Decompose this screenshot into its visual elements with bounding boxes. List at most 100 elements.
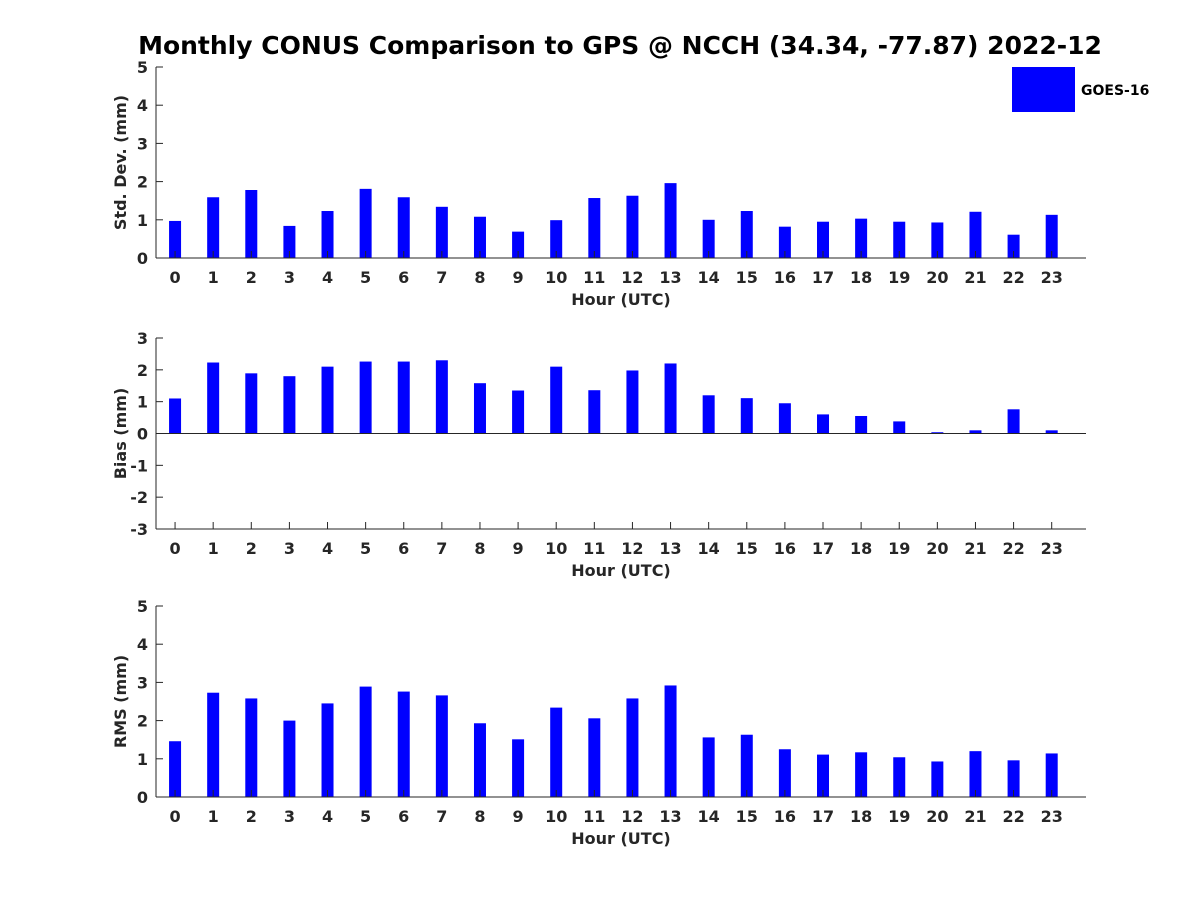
bar bbox=[1045, 430, 1058, 434]
x-tick-label: 12 bbox=[621, 807, 643, 826]
bar bbox=[740, 211, 753, 258]
x-tick-label: 6 bbox=[398, 539, 409, 558]
x-tick-label: 23 bbox=[1041, 268, 1063, 287]
legend-label: GOES-16 bbox=[1081, 83, 1149, 99]
y-tick-label: 5 bbox=[137, 597, 148, 616]
bar bbox=[321, 703, 334, 797]
bar bbox=[169, 220, 182, 258]
y-tick-label: 4 bbox=[137, 635, 148, 654]
x-tick-label: 20 bbox=[926, 539, 948, 558]
x-axis-label: Hour (UTC) bbox=[571, 561, 671, 580]
bar bbox=[893, 421, 906, 434]
y-tick-label: -1 bbox=[130, 456, 148, 475]
x-tick-label: 6 bbox=[398, 268, 409, 287]
x-tick-label: 15 bbox=[736, 807, 758, 826]
bar bbox=[245, 373, 258, 434]
bar bbox=[397, 197, 410, 258]
x-tick-label: 7 bbox=[436, 268, 447, 287]
x-tick-label: 22 bbox=[1002, 807, 1024, 826]
bar bbox=[512, 739, 525, 797]
bar bbox=[1045, 753, 1058, 797]
x-tick-label: 11 bbox=[583, 268, 605, 287]
bar bbox=[435, 695, 448, 797]
x-tick-label: 11 bbox=[583, 539, 605, 558]
x-tick-label: 14 bbox=[698, 807, 720, 826]
bar bbox=[778, 403, 791, 434]
bar bbox=[359, 361, 372, 434]
x-tick-label: 7 bbox=[436, 807, 447, 826]
x-tick-label: 11 bbox=[583, 807, 605, 826]
x-tick-label: 1 bbox=[208, 268, 219, 287]
x-tick-label: 4 bbox=[322, 807, 333, 826]
bar bbox=[855, 218, 868, 258]
x-tick-label: 13 bbox=[659, 268, 681, 287]
y-axis-label: RMS (mm) bbox=[111, 655, 130, 748]
bar bbox=[664, 685, 677, 797]
bar bbox=[931, 761, 944, 797]
bar bbox=[893, 221, 906, 258]
bar bbox=[512, 390, 525, 434]
bar bbox=[550, 366, 563, 434]
x-tick-label: 9 bbox=[513, 268, 524, 287]
x-tick-label: 1 bbox=[208, 539, 219, 558]
legend: GOES-16 bbox=[1012, 67, 1149, 112]
bar bbox=[740, 398, 753, 434]
y-axis-label: Bias (mm) bbox=[111, 388, 130, 480]
x-tick-label: 19 bbox=[888, 268, 910, 287]
x-tick-label: 2 bbox=[246, 807, 257, 826]
bar bbox=[740, 734, 753, 797]
bar bbox=[588, 198, 601, 258]
y-tick-label: 2 bbox=[137, 173, 148, 192]
y-tick-label: -2 bbox=[130, 488, 148, 507]
bar bbox=[321, 211, 334, 258]
x-tick-label: 16 bbox=[774, 807, 796, 826]
x-tick-label: 4 bbox=[322, 268, 333, 287]
x-tick-label: 2 bbox=[246, 539, 257, 558]
x-tick-label: 3 bbox=[284, 539, 295, 558]
bar bbox=[169, 741, 182, 797]
x-tick-label: 8 bbox=[474, 268, 485, 287]
x-tick-label: 21 bbox=[964, 268, 986, 287]
bar bbox=[855, 415, 868, 434]
bar bbox=[359, 686, 372, 797]
bar bbox=[893, 757, 906, 797]
x-tick-label: 16 bbox=[774, 539, 796, 558]
bar bbox=[817, 221, 830, 258]
bar bbox=[969, 751, 982, 797]
x-tick-label: 12 bbox=[621, 268, 643, 287]
bar bbox=[931, 222, 944, 258]
bar bbox=[207, 197, 220, 258]
y-tick-label: 2 bbox=[137, 361, 148, 380]
x-tick-label: 0 bbox=[169, 539, 180, 558]
y-axis-label: Std. Dev. (mm) bbox=[111, 95, 130, 230]
x-tick-label: 3 bbox=[284, 268, 295, 287]
x-tick-label: 13 bbox=[659, 807, 681, 826]
bar bbox=[283, 225, 296, 258]
y-tick-label: 1 bbox=[137, 750, 148, 769]
x-tick-label: 20 bbox=[926, 807, 948, 826]
bar bbox=[245, 190, 258, 258]
bar bbox=[817, 414, 830, 434]
x-tick-label: 14 bbox=[698, 539, 720, 558]
bar bbox=[1007, 234, 1020, 258]
bar bbox=[283, 720, 296, 797]
bar bbox=[207, 362, 220, 434]
x-tick-label: 19 bbox=[888, 539, 910, 558]
y-tick-label: 1 bbox=[137, 211, 148, 230]
x-tick-label: 5 bbox=[360, 268, 371, 287]
y-tick-label: 0 bbox=[137, 249, 148, 268]
bar bbox=[588, 390, 601, 434]
x-tick-label: 9 bbox=[513, 807, 524, 826]
x-axis-label: Hour (UTC) bbox=[571, 290, 671, 309]
x-tick-label: 21 bbox=[964, 807, 986, 826]
bar bbox=[321, 366, 334, 434]
bar bbox=[283, 376, 296, 434]
x-tick-label: 17 bbox=[812, 539, 834, 558]
x-tick-label: 10 bbox=[545, 539, 567, 558]
bar bbox=[702, 219, 715, 258]
x-tick-label: 20 bbox=[926, 268, 948, 287]
